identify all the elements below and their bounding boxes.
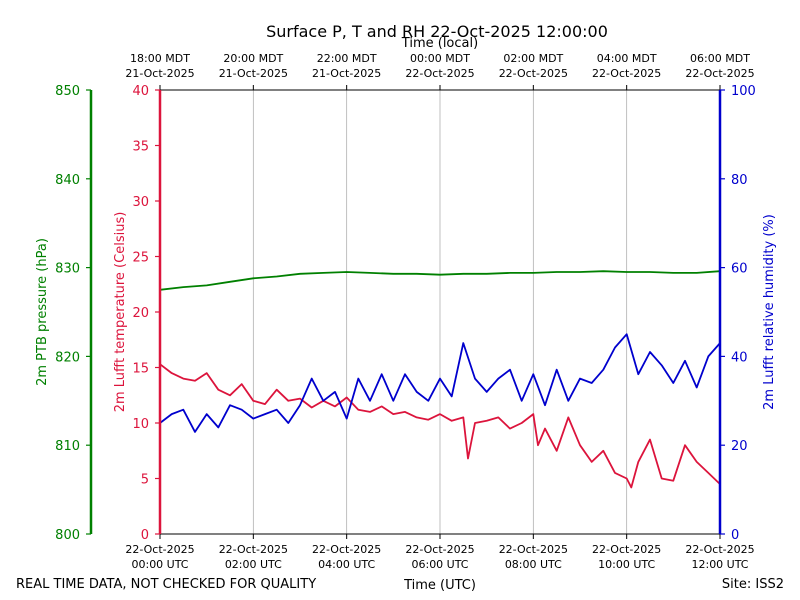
temperature-series-line xyxy=(159,363,721,489)
pressure-tick-label-1: 810 xyxy=(55,439,80,454)
humidity-series-line xyxy=(159,333,721,433)
x-tick-label-utc-date-2: 22-Oct-2025 xyxy=(312,543,381,556)
x-tick-label-local-time-4: 02:00 MDT xyxy=(503,52,563,65)
chart-title: Surface P, T and RH 22-Oct-2025 12:00:00 xyxy=(266,22,608,41)
x-tick-label-utc-time-4: 08:00 UTC xyxy=(505,558,562,571)
pressure-axis-label: 2m PTB pressure (hPa) xyxy=(35,238,50,386)
bottom-axis-label: Time (UTC) xyxy=(403,578,476,593)
temperature-tick-label-0: 0 xyxy=(141,528,149,543)
pressure-tick-label-5: 850 xyxy=(55,84,80,99)
x-tick-label-utc-time-6: 12:00 UTC xyxy=(691,558,748,571)
humidity-tick-label-2: 40 xyxy=(731,350,748,365)
x-tick-label-local-time-3: 00:00 MDT xyxy=(410,52,470,65)
x-tick-label-utc-date-4: 22-Oct-2025 xyxy=(499,543,568,556)
temperature-tick-label-4: 20 xyxy=(132,306,149,321)
x-tick-label-local-time-6: 06:00 MDT xyxy=(690,52,750,65)
top-axis-label: Time (local) xyxy=(401,36,478,51)
vertical-gridlines xyxy=(252,90,628,534)
humidity-tick-label-5: 100 xyxy=(731,84,756,99)
temperature-tick-label-1: 5 xyxy=(141,473,149,488)
x-tick-label-utc-time-0: 00:00 UTC xyxy=(131,558,188,571)
x-tick-label-utc-date-6: 22-Oct-2025 xyxy=(685,543,754,556)
ticks-layer: 22-Oct-2025 00:00 UTC 18:00 MDT 21-Oct-2025… xyxy=(55,52,756,571)
pressure-tick-label-2: 820 xyxy=(55,350,80,365)
temperature-tick-label-6: 30 xyxy=(132,195,149,210)
site-label: Site: ISS2 xyxy=(722,577,784,592)
x-tick-label-local-time-1: 20:00 MDT xyxy=(223,52,283,65)
temperature-tick-label-5: 25 xyxy=(132,251,149,266)
temperature-axis-label: 2m Lufft temperature (Celsius) xyxy=(113,212,128,413)
pressure-tick-label-4: 840 xyxy=(55,173,80,188)
x-tick-label-local-time-2: 22:00 MDT xyxy=(317,52,377,65)
x-tick-label-utc-time-3: 06:00 UTC xyxy=(411,558,468,571)
x-tick-label-utc-time-5: 10:00 UTC xyxy=(598,558,655,571)
humidity-tick-label-3: 60 xyxy=(731,262,748,277)
x-tick-label-local-date-1: 21-Oct-2025 xyxy=(219,67,288,80)
x-tick-label-utc-date-0: 22-Oct-2025 xyxy=(125,543,194,556)
pressure-tick-label-3: 830 xyxy=(55,262,80,277)
x-tick-label-utc-date-1: 22-Oct-2025 xyxy=(219,543,288,556)
x-tick-label-local-date-6: 22-Oct-2025 xyxy=(685,67,754,80)
series-layer xyxy=(159,270,721,489)
x-tick-label-utc-date-5: 22-Oct-2025 xyxy=(592,543,661,556)
x-tick-label-local-date-4: 22-Oct-2025 xyxy=(499,67,568,80)
x-tick-label-utc-date-3: 22-Oct-2025 xyxy=(405,543,474,556)
temperature-tick-label-2: 10 xyxy=(132,417,149,432)
temperature-tick-label-3: 15 xyxy=(132,362,149,377)
x-tick-label-local-date-5: 22-Oct-2025 xyxy=(592,67,661,80)
humidity-tick-label-4: 80 xyxy=(731,173,748,188)
x-tick-label-utc-time-1: 02:00 UTC xyxy=(225,558,282,571)
temperature-tick-label-7: 35 xyxy=(132,140,149,155)
x-tick-label-local-date-0: 21-Oct-2025 xyxy=(125,67,194,80)
pressure-series-line xyxy=(159,270,721,291)
x-tick-label-local-time-5: 04:00 MDT xyxy=(597,52,657,65)
x-tick-label-utc-time-2: 04:00 UTC xyxy=(318,558,375,571)
humidity-axis-label: 2m Lufft relative humidity (%) xyxy=(762,214,777,410)
x-tick-label-local-date-3: 22-Oct-2025 xyxy=(405,67,474,80)
pressure-tick-label-0: 800 xyxy=(55,528,80,543)
humidity-tick-label-1: 20 xyxy=(731,439,748,454)
quality-disclaimer: REAL TIME DATA, NOT CHECKED FOR QUALITY xyxy=(16,577,316,592)
temperature-tick-label-8: 40 xyxy=(132,84,149,99)
x-tick-label-local-date-2: 21-Oct-2025 xyxy=(312,67,381,80)
humidity-tick-label-0: 0 xyxy=(731,528,739,543)
x-tick-label-local-time-0: 18:00 MDT xyxy=(130,52,190,65)
